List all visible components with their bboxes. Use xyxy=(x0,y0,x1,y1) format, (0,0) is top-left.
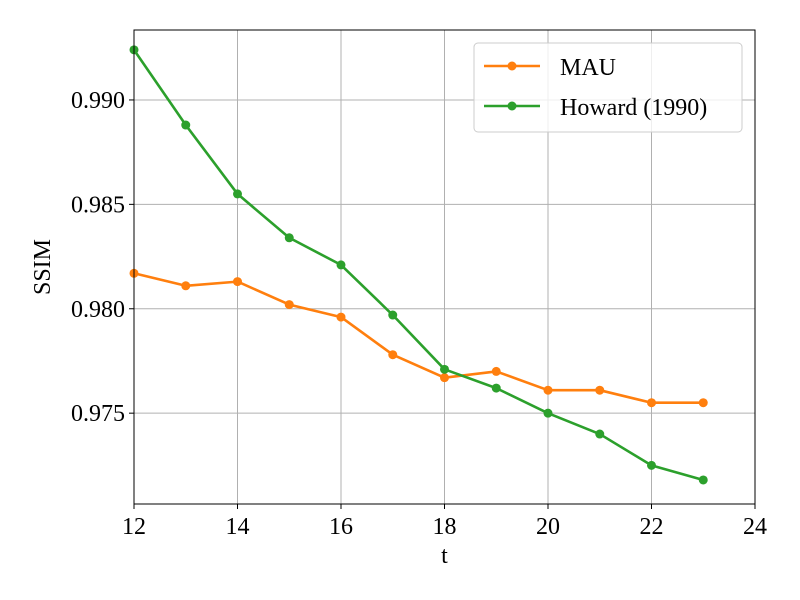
data-point-mau xyxy=(491,366,501,376)
data-point-mau xyxy=(233,277,242,287)
y-tick-label: 0.990 xyxy=(71,88,125,114)
data-point-howard xyxy=(336,260,346,270)
data-point-howard xyxy=(181,120,191,130)
data-point-howard xyxy=(440,364,449,374)
x-tick-label: 20 xyxy=(536,514,560,540)
data-point-howard xyxy=(284,233,294,243)
y-tick-label: 0.980 xyxy=(71,297,125,323)
legend-box xyxy=(473,42,743,133)
legend-label-howard: Howard (1990) xyxy=(560,95,707,121)
y-tick-label: 0.975 xyxy=(71,401,125,427)
legend: MAU Howard (1990) xyxy=(473,42,743,133)
data-point-howard xyxy=(491,383,501,393)
x-tick-label: 24 xyxy=(743,514,767,540)
legend-label-mau: MAU xyxy=(560,55,616,81)
data-point-howard xyxy=(543,408,553,418)
axis-ticks: 12 14 16 18 20 22 24 0.975 0.980 0.985 0.990 xyxy=(71,88,767,540)
data-point-mau xyxy=(181,281,191,291)
x-tick-label: 18 xyxy=(433,514,457,540)
data-point-mau xyxy=(543,385,553,395)
x-tick-label: 14 xyxy=(226,514,250,540)
data-point-mau xyxy=(698,398,708,408)
y-axis-label: SSIM xyxy=(30,239,56,295)
series-line-mau xyxy=(133,271,704,405)
data-point-mau xyxy=(440,373,449,383)
y-tick-label: 0.985 xyxy=(71,192,125,218)
x-tick-label: 12 xyxy=(122,514,146,540)
x-tick-label: 16 xyxy=(329,514,353,540)
legend-marker-mau xyxy=(507,61,517,71)
legend-marker-howard xyxy=(507,101,517,111)
series-line-howard xyxy=(132,49,704,482)
x-tick-label: 22 xyxy=(640,514,664,540)
data-point-mau xyxy=(336,312,346,322)
data-point-howard xyxy=(595,429,605,439)
data-point-mau xyxy=(388,350,398,360)
data-point-howard xyxy=(647,460,656,470)
data-point-mau xyxy=(595,385,605,395)
data-point-mau xyxy=(647,398,656,408)
plot-area xyxy=(129,45,708,485)
x-axis-label: t xyxy=(441,543,448,569)
data-point-mau xyxy=(284,300,294,310)
data-point-howard xyxy=(233,189,242,199)
data-point-howard xyxy=(388,310,398,320)
data-point-howard xyxy=(698,475,708,485)
